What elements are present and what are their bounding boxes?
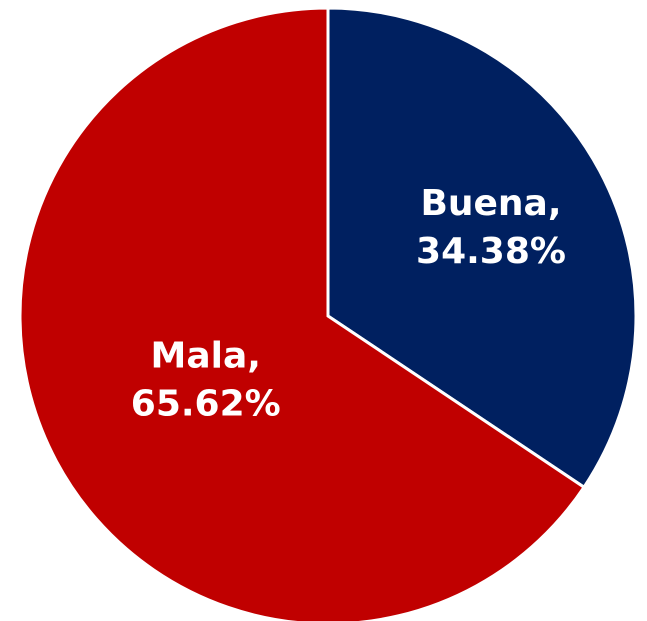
category-label: Mala <box>151 335 248 376</box>
label-separator: , <box>247 335 261 376</box>
value-label: 65.62% <box>131 383 281 424</box>
pie-slice <box>18 6 587 621</box>
data-label: Buena, <box>420 183 561 224</box>
value-label: 34.38% <box>416 231 566 272</box>
data-label: Mala, <box>151 335 261 376</box>
category-label: Buena <box>420 183 547 224</box>
label-separator: , <box>548 183 562 224</box>
